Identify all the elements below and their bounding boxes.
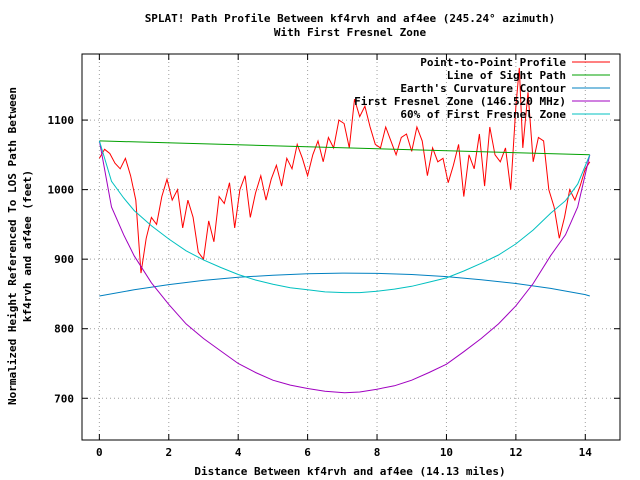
plot-frame xyxy=(81,53,621,441)
series-line-0 xyxy=(98,67,591,274)
x-tick-label: 12 xyxy=(509,446,522,459)
y-tick-label: 1100 xyxy=(48,114,75,127)
y-tick-label: 800 xyxy=(54,323,74,336)
y-tick-label: 1000 xyxy=(48,184,75,197)
chart-title: SPLAT! Path Profile Between kf4rvh and a… xyxy=(145,12,556,25)
series-lines xyxy=(98,67,591,394)
series-line-3 xyxy=(98,140,591,394)
x-tick-label: 14 xyxy=(579,446,593,459)
legend-label-3: First Fresnel Zone (146.520 MHz) xyxy=(354,95,566,108)
series-line-4 xyxy=(98,140,591,294)
axis-ticks: 0 2 4 6 8 10 12 14 700 800 900 1000 1100 xyxy=(48,54,620,459)
legend-label-2: Earth's Curvature Contour xyxy=(400,82,566,95)
y-tick-label: 900 xyxy=(54,253,74,266)
x-tick-label: 0 xyxy=(96,446,103,459)
x-tick-label: 8 xyxy=(374,446,381,459)
chart-subtitle: With First Fresnel Zone xyxy=(274,26,427,39)
y-axis-label-line2: kf4rvh and af4ee (feet) xyxy=(21,170,34,322)
legend-label-1: Line of Sight Path xyxy=(447,69,566,82)
x-tick-label: 6 xyxy=(304,446,311,459)
x-tick-label: 10 xyxy=(440,446,453,459)
x-axis-label: Distance Between kf4rvh and af4ee (14.13… xyxy=(194,465,505,478)
x-tick-label: 2 xyxy=(165,446,172,459)
series-line-1 xyxy=(99,140,590,156)
y-axis-label-line1: Normalized Height Referenced To LOS Path… xyxy=(6,87,19,405)
y-tick-label: 700 xyxy=(54,392,74,405)
legend-label-0: Point-to-Point Profile xyxy=(420,56,566,69)
series-line-2 xyxy=(99,272,590,297)
legend-label-4: 60% of First Fresnel Zone xyxy=(400,108,566,121)
x-tick-label: 4 xyxy=(235,446,242,459)
